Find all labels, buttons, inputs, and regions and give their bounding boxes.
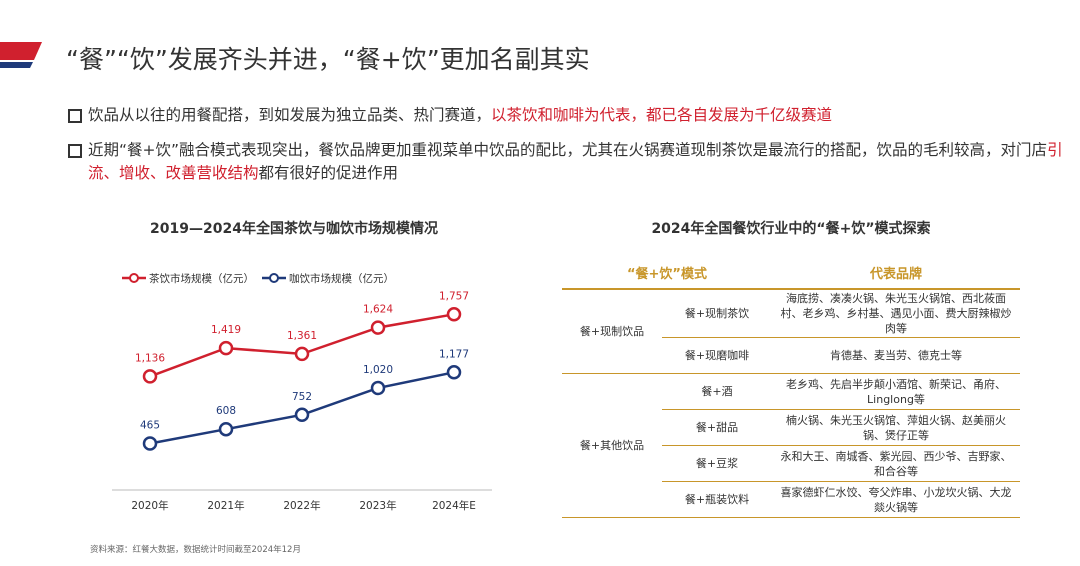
table-row: 餐+豆浆 永和大王、南城香、紫光园、西少爷、吉野家、和合谷等 [562,445,1020,482]
data-point [370,320,386,335]
mode-cell: 餐+甜品 [662,409,772,446]
chart: 2019—2024年全国茶饮与咖饮市场规模情况 2020年 2021年 2022年 2… [112,220,492,512]
data-point [142,436,158,451]
group-cell: 餐+其他饮品 [562,373,662,518]
table-header: 代表品牌 [772,256,1020,290]
brand-cell: 海底捞、凑凑火锅、朱光玉火锅馆、西北莜面村、老乡鸡、乡村基、遇见小面、费大厨辣椒… [772,289,1020,338]
table: “餐+饮”模式 代表品牌 餐+现制饮品 餐+现制茶饮 海底捞、凑凑火锅、朱光玉火锅馆… [562,256,1020,518]
bullet-highlight: 引流、增收、改善营收结构 [88,141,1063,182]
data-label: 465 [140,420,160,432]
data-label: 1,624 [363,304,393,316]
legend-label: 咖饮市场规模（亿元） [289,272,394,285]
data-point [218,421,234,437]
data-point [142,369,158,384]
brand-cell: 楠火锅、朱光玉火锅馆、萍姐火锅、赵美丽火锅、煲仔正等 [772,409,1020,446]
mode-cell: 餐+瓶装饮料 [662,481,772,518]
source: 资料来源：红餐大数据，数据统计时间截至2024年12月 [90,545,301,555]
data-point [370,380,386,396]
mode-cell: 餐+现磨咖啡 [662,337,772,374]
bullet-text: 近期“餐+饮”融合模式表现突出，餐饮品牌更加重视菜单中饮品的配比，尤其在火锅赛道… [88,141,1048,159]
table-row: 餐+现制饮品 餐+现制茶饮 海底捞、凑凑火锅、朱光玉火锅馆、西北莜面村、老乡鸡、乡村… [562,289,1020,374]
brand-cell: 老乡鸡、先启半步颠小酒馆、新荣记、甬府、Linglong等 [772,373,1020,410]
table-row: 餐+其他饮品 餐+酒 老乡鸡、先启半步颠小酒馆、新荣记、甬府、Linglong等 [562,373,1020,518]
table-row: 餐+瓶装饮料 喜家德虾仁水饺、夸父炸串、小龙坎火锅、大龙燚火锅等 [562,481,1020,518]
data-label: 1,177 [439,348,469,360]
series-line [149,313,455,378]
data-label: 1,361 [287,330,317,342]
x-tick-label: 2021年 [207,499,244,512]
data-point [446,307,462,322]
table-row: 餐+现磨咖啡 肯德基、麦当劳、德克士等 [562,337,1020,374]
brand-cell: 喜家德虾仁水饺、夸父炸串、小龙坎火锅、大龙燚火锅等 [772,481,1020,518]
group-cell: 餐+现制饮品 [562,289,662,374]
bullet-highlight: 以茶饮和咖啡为代表，都已各自发展为千亿级赛道 [491,106,833,124]
data-label: 1,419 [211,324,241,336]
slide-title: “餐”“饮”发展齐头并进，“餐+饮”更加名副其实 [66,45,590,74]
bullet: 饮品从以往的用餐配搭，到如发展为独立品类、热门赛道，以茶饮和咖啡为代表，都已各自… [68,104,1068,127]
data-point [446,365,462,380]
brand-cell: 永和大王、南城香、紫光园、西少爷、吉野家、和合谷等 [772,445,1020,482]
chart-title: 2019—2024年全国茶饮与咖饮市场规模情况 [150,220,438,237]
x-tick-label: 2022年 [283,499,320,512]
legend-label: 茶饮市场规模（亿元） [149,272,254,285]
data-label: 752 [292,391,312,403]
data-label: 1,757 [439,290,469,302]
data-point [218,340,234,356]
logo [0,42,42,68]
x-tick-label: 2024年E [432,499,476,512]
table-row: 餐+甜品 楠火锅、朱光玉火锅馆、萍姐火锅、赵美丽火锅、煲仔正等 [562,409,1020,446]
mode-cell: 餐+豆浆 [662,445,772,482]
table-header: “餐+饮”模式 [562,256,772,290]
x-tick-label: 2020年 [131,499,168,512]
data-label: 1,136 [135,352,165,364]
data-label: 608 [216,405,236,417]
bullet-text: 都有很好的促进作用 [258,164,399,182]
data-label: 1,020 [363,364,393,376]
data-point [294,407,310,423]
legend-marker [129,273,139,283]
mode-cell: 餐+现制茶饮 [662,289,772,338]
table-title: 2024年全国餐饮行业中的“餐+饮”模式探索 [651,221,931,237]
legend-marker [269,273,279,283]
data-point [294,346,310,362]
brand-cell: 肯德基、麦当劳、德克士等 [772,337,1020,374]
mode-cell: 餐+酒 [662,373,772,410]
bullet: 近期“餐+饮”融合模式表现突出，餐饮品牌更加重视菜单中饮品的配比，尤其在火锅赛道… [68,139,1068,185]
bullet-text: 饮品从以往的用餐配搭，到如发展为独立品类、热门赛道， [88,106,492,124]
x-tick-label: 2023年 [359,499,396,512]
